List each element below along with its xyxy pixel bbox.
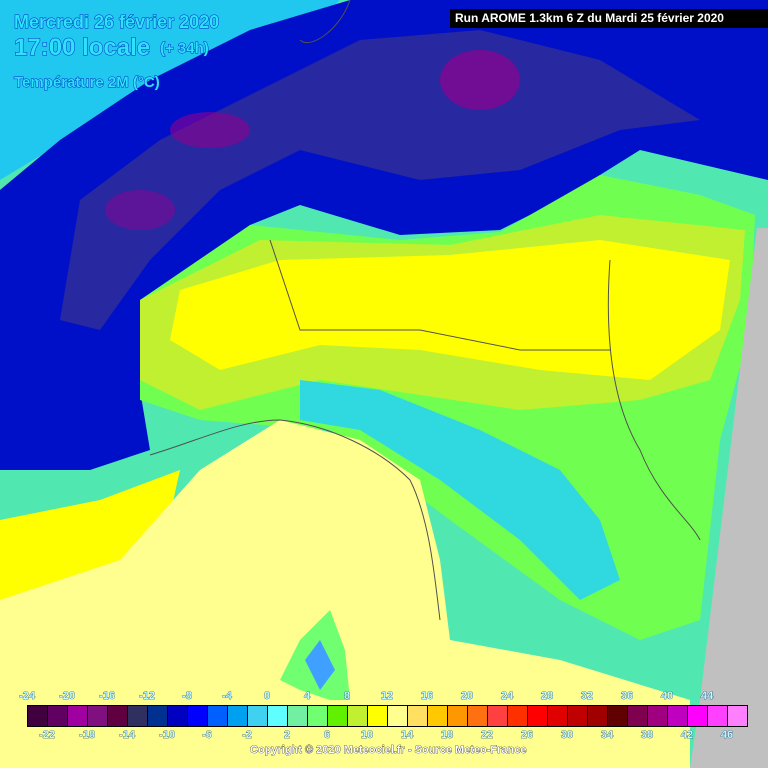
border-lines [269, 0, 610, 351]
legend-swatch [268, 706, 288, 726]
legend-swatch [648, 706, 668, 726]
legend-label-top: 44 [700, 690, 714, 703]
legend-label-top: 32 [580, 690, 594, 703]
legend-swatch [468, 706, 488, 726]
legend-label-bottom: 10 [360, 729, 374, 742]
legend-label-top: 8 [343, 690, 351, 703]
legend-label-top: 24 [500, 690, 514, 703]
legend-swatch [588, 706, 608, 726]
legend-label-bottom: -14 [119, 729, 136, 742]
legend-label-bottom: -10 [159, 729, 176, 742]
legend-label-top: -20 [59, 690, 76, 703]
legend-label-top: -12 [139, 690, 156, 703]
legend-label-top: 20 [460, 690, 474, 703]
legend-swatch [728, 706, 747, 726]
legend-label-bottom: 46 [720, 729, 734, 742]
legend-label-bottom: 2 [283, 729, 291, 742]
po-valley-yellow-region [170, 240, 730, 380]
legend-label-top: 28 [540, 690, 554, 703]
legend-label-bottom: 14 [400, 729, 414, 742]
corsica-mountains [305, 640, 335, 690]
legend-label-top: -4 [222, 690, 232, 703]
legend-label-bottom: 6 [323, 729, 331, 742]
legend-swatch [28, 706, 48, 726]
legend-label-top: 40 [660, 690, 674, 703]
peak-region [105, 190, 175, 230]
outside-domain-area [690, 228, 768, 768]
peak-region [170, 112, 250, 148]
legend-swatch [228, 706, 248, 726]
legend-label-top: -8 [182, 690, 192, 703]
legend-swatch [208, 706, 228, 726]
legend-swatch [288, 706, 308, 726]
legend-label-top: 0 [263, 690, 271, 703]
legend-label-bottom: 42 [680, 729, 694, 742]
legend-swatch [168, 706, 188, 726]
legend-label-bottom: 38 [640, 729, 654, 742]
parameter-title: Température 2M (°C) [14, 74, 161, 92]
legend-swatch [508, 706, 528, 726]
legend-label-bottom: 30 [560, 729, 574, 742]
legend-label-bottom: -6 [202, 729, 212, 742]
legend-label-bottom: 34 [600, 729, 614, 742]
legend-swatch [548, 706, 568, 726]
color-legend [27, 705, 748, 727]
legend-label-bottom: -2 [242, 729, 252, 742]
legend-label-bottom: -18 [79, 729, 96, 742]
legend-swatch [448, 706, 468, 726]
legend-swatch [488, 706, 508, 726]
legend-label-top: -16 [99, 690, 116, 703]
coastline [149, 259, 701, 621]
alps-high-region [60, 30, 700, 330]
legend-swatch [708, 706, 728, 726]
legend-swatch [148, 706, 168, 726]
legend-swatch [88, 706, 108, 726]
peak-region [440, 50, 520, 110]
legend-label-bottom: 22 [480, 729, 494, 742]
legend-swatch [308, 706, 328, 726]
legend-swatch [668, 706, 688, 726]
apennines-region [300, 380, 620, 600]
legend-label-bottom: 26 [520, 729, 534, 742]
legend-swatch [428, 706, 448, 726]
legend-swatch [348, 706, 368, 726]
legend-swatch [368, 706, 388, 726]
copyright-text: Copyright © 2020 Meteociel.fr - Source M… [250, 744, 527, 757]
forecast-date: Mercredi 26 février 2020 [13, 12, 220, 33]
legend-label-bottom: 18 [440, 729, 454, 742]
legend-swatch [688, 706, 708, 726]
legend-swatch [188, 706, 208, 726]
legend-swatch [628, 706, 648, 726]
legend-label-bottom: -22 [39, 729, 56, 742]
legend-swatch [388, 706, 408, 726]
legend-swatch [108, 706, 128, 726]
legend-label-top: 36 [620, 690, 634, 703]
legend-swatch [608, 706, 628, 726]
legend-swatch [568, 706, 588, 726]
run-info-banner: Run AROME 1.3km 6 Z du Mardi 25 février … [450, 9, 768, 28]
legend-label-top: 16 [420, 690, 434, 703]
legend-swatch [68, 706, 88, 726]
forecast-local-time: 17:00 locale [13, 34, 151, 62]
legend-swatch [128, 706, 148, 726]
legend-label-top: -24 [19, 690, 36, 703]
ligurian-sea [0, 420, 690, 768]
forecast-lead-time: (+ 34h) [160, 40, 210, 58]
legend-label-top: 12 [380, 690, 394, 703]
legend-swatch [528, 706, 548, 726]
legend-swatch [408, 706, 428, 726]
legend-swatch [328, 706, 348, 726]
legend-label-top: 4 [303, 690, 311, 703]
legend-swatch [48, 706, 68, 726]
legend-swatch [248, 706, 268, 726]
